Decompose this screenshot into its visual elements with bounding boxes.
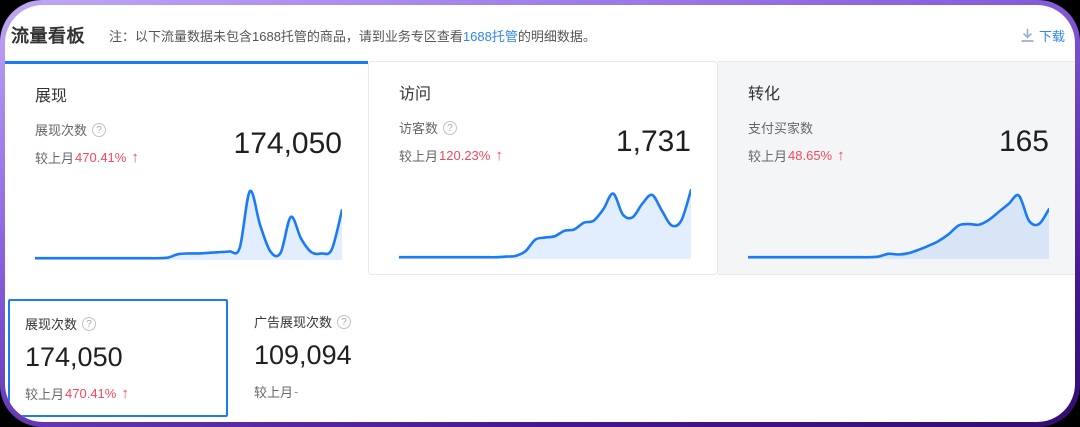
impressions-sparkline (35, 185, 342, 263)
metric-value: 1,731 (615, 124, 691, 158)
metric-value: 165 (998, 124, 1049, 158)
download-button[interactable]: 下载 (1019, 26, 1065, 45)
compare-row: 较上月 48.65% (748, 146, 845, 165)
page-title: 流量看板 (11, 26, 85, 46)
card-title: 转化 (748, 86, 781, 103)
compare-row: 较上月 470.41% (25, 384, 210, 403)
note-text: 注：以下流量数据未包含1688托管的商品，请到业务专区查看 (109, 28, 463, 44)
submetric-label: 广告展现次数 (254, 312, 352, 331)
dashboard-panel: 流量看板 注：以下流量数据未包含1688托管的商品，请到业务专区查看1688托管… (5, 5, 1075, 422)
trend-up-icon (837, 148, 845, 163)
help-icon[interactable] (82, 316, 97, 331)
header-note: 注：以下流量数据未包含1688托管的商品，请到业务专区查看1688托管的明细数据… (109, 26, 596, 45)
submetric-value: 109,094 (254, 340, 352, 370)
compare-row: 较上月 120.23% (399, 146, 503, 165)
card-title: 访问 (399, 86, 432, 103)
compare-row: 较上月 - (254, 384, 299, 400)
conversion-sparkline (748, 184, 1049, 262)
trend-up-icon (495, 148, 503, 163)
download-label: 下载 (1038, 28, 1065, 44)
visits-sparkline (399, 184, 691, 262)
card-title: 展现 (35, 88, 68, 105)
metric-value: 174,050 (233, 126, 342, 160)
submetric-ad-impressions[interactable]: 广告展现次数 109,094 较上月- (239, 299, 368, 413)
trend-up-icon (131, 150, 139, 165)
download-icon (1019, 27, 1036, 44)
submetric-label: 展现次数 (25, 314, 210, 333)
metric-label: 支付买家数 (748, 121, 814, 136)
note-text-suffix: 的明细数据。 (517, 28, 596, 44)
help-icon[interactable] (92, 122, 107, 137)
metric-label: 展现次数 (35, 120, 139, 139)
trend-up-icon (121, 386, 129, 401)
metric-label: 访客数 (399, 118, 503, 137)
help-icon[interactable] (443, 120, 458, 135)
note-link-1688[interactable]: 1688托管 (462, 28, 518, 44)
header: 流量看板 注：以下流量数据未包含1688托管的商品，请到业务专区查看1688托管… (5, 5, 1075, 61)
help-icon[interactable] (337, 314, 352, 329)
submetric-value: 174,050 (25, 342, 123, 372)
compare-row: 较上月 470.41% (35, 148, 139, 167)
